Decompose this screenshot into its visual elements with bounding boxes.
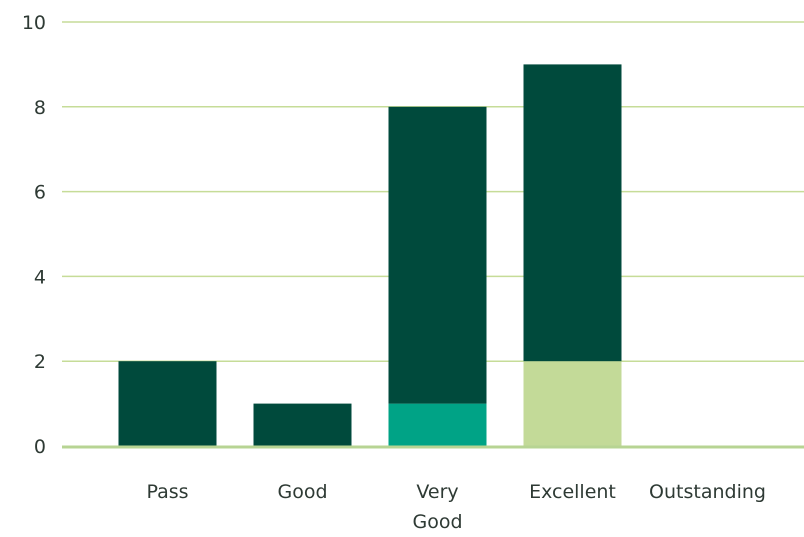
bar-pass-segment-3 (118, 361, 217, 446)
bar-good-segment-3 (253, 403, 352, 446)
x-tick-label-outstanding: Outstanding (649, 481, 766, 503)
x-tick-label-very-good: Very Good (412, 481, 462, 533)
y-tick-label-10: 10 (22, 12, 46, 34)
x-tick-label-good: Good (277, 481, 327, 503)
y-tick-label-8: 8 (34, 97, 46, 119)
bar-layer (118, 64, 622, 446)
y-tick-label-4: 4 (34, 266, 46, 288)
y-tick-label-2: 2 (34, 351, 46, 373)
y-tick-label-6: 6 (34, 182, 46, 204)
bar-excellent-segment-1 (523, 361, 622, 446)
bar-very-good-segment-2 (388, 403, 487, 446)
bar-excellent-segment-3 (523, 64, 622, 362)
bar-very-good-segment-3 (388, 106, 487, 404)
x-tick-label-pass: Pass (146, 481, 188, 503)
label-layer: 0 2 4 6 8 10 Pass Good Very Good Excellent Outstand… (22, 12, 766, 533)
x-tick-label-excellent: Excellent (529, 481, 616, 503)
y-tick-label-0: 0 (34, 436, 46, 458)
